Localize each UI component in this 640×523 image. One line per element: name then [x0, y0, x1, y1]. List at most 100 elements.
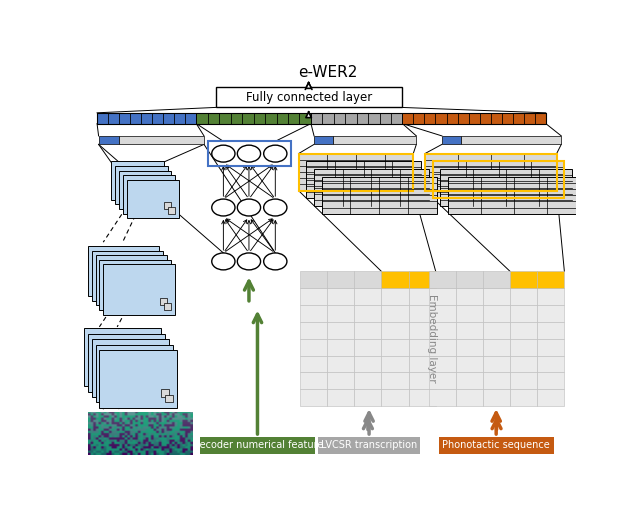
Bar [300, 372, 327, 389]
Bar [327, 372, 355, 389]
Bar [429, 372, 456, 389]
Bar [537, 389, 564, 406]
Bar [168, 207, 175, 214]
Bar [380, 113, 391, 123]
Bar [185, 113, 196, 123]
Bar [333, 136, 417, 144]
Bar [391, 113, 403, 123]
Bar [440, 169, 572, 206]
Bar [429, 305, 456, 322]
Bar [461, 136, 561, 144]
Bar [152, 113, 163, 123]
Bar [483, 372, 510, 389]
Bar [153, 188, 160, 195]
Bar [165, 395, 173, 402]
Bar [483, 339, 510, 356]
Bar [368, 113, 380, 123]
Bar [154, 379, 161, 386]
Bar [164, 202, 172, 209]
Bar [408, 356, 436, 372]
Bar [300, 389, 327, 406]
Bar [355, 356, 381, 372]
Bar [456, 389, 483, 406]
Text: Phonotactic sequence: Phonotactic sequence [442, 440, 550, 450]
Bar [381, 372, 408, 389]
Bar [327, 305, 355, 322]
Bar [130, 113, 141, 123]
Bar [458, 113, 468, 123]
Bar [510, 322, 537, 339]
Ellipse shape [237, 145, 260, 162]
Bar [230, 113, 242, 123]
Bar [429, 322, 456, 339]
Bar [300, 305, 327, 322]
Bar [537, 271, 564, 288]
Bar [456, 288, 483, 305]
Bar [424, 113, 435, 123]
Bar [381, 389, 408, 406]
Bar [242, 113, 253, 123]
Ellipse shape [212, 253, 235, 270]
Bar [119, 113, 130, 123]
Bar [429, 356, 456, 372]
Bar [103, 265, 175, 314]
Bar [483, 288, 510, 305]
Bar [381, 271, 408, 288]
Bar [161, 389, 169, 397]
Bar [276, 113, 288, 123]
Bar [403, 113, 413, 123]
Bar [196, 113, 311, 123]
Bar [99, 136, 119, 144]
Bar [483, 322, 510, 339]
Bar [314, 136, 333, 144]
Bar [381, 356, 408, 372]
Bar [150, 373, 157, 381]
Bar [425, 154, 557, 190]
Bar [433, 161, 564, 198]
Bar [108, 113, 119, 123]
Bar [327, 356, 355, 372]
Bar [300, 339, 327, 356]
Ellipse shape [237, 253, 260, 270]
Bar [123, 175, 175, 214]
Bar [355, 389, 381, 406]
Bar [535, 113, 546, 123]
Bar [300, 271, 327, 288]
Bar [88, 246, 159, 296]
Bar [537, 305, 564, 322]
Bar [491, 113, 502, 123]
Bar [208, 141, 291, 166]
Bar [327, 322, 355, 339]
Bar [429, 389, 456, 406]
Bar [510, 356, 537, 372]
Bar [408, 288, 436, 305]
Ellipse shape [212, 145, 235, 162]
Bar [92, 251, 163, 301]
Bar [196, 113, 208, 123]
Bar [164, 303, 171, 310]
Bar [442, 136, 461, 144]
Bar [456, 322, 483, 339]
Bar [84, 328, 161, 386]
Bar [381, 288, 408, 305]
Bar [510, 389, 537, 406]
Bar [345, 113, 356, 123]
Bar [156, 294, 163, 301]
Bar [537, 322, 564, 339]
Bar [510, 288, 537, 305]
Bar [413, 113, 424, 123]
Bar [160, 299, 167, 305]
Bar [119, 136, 204, 144]
Bar [435, 113, 447, 123]
Bar [483, 389, 510, 406]
Bar [119, 170, 172, 209]
Bar [152, 289, 159, 296]
Text: LVCSR transcription: LVCSR transcription [321, 440, 417, 450]
Bar [510, 372, 537, 389]
Bar [408, 271, 436, 288]
Bar [88, 334, 165, 392]
Bar [433, 161, 564, 198]
Bar [97, 113, 196, 123]
Bar [95, 345, 173, 402]
Text: Fully connected layer: Fully connected layer [246, 91, 372, 104]
